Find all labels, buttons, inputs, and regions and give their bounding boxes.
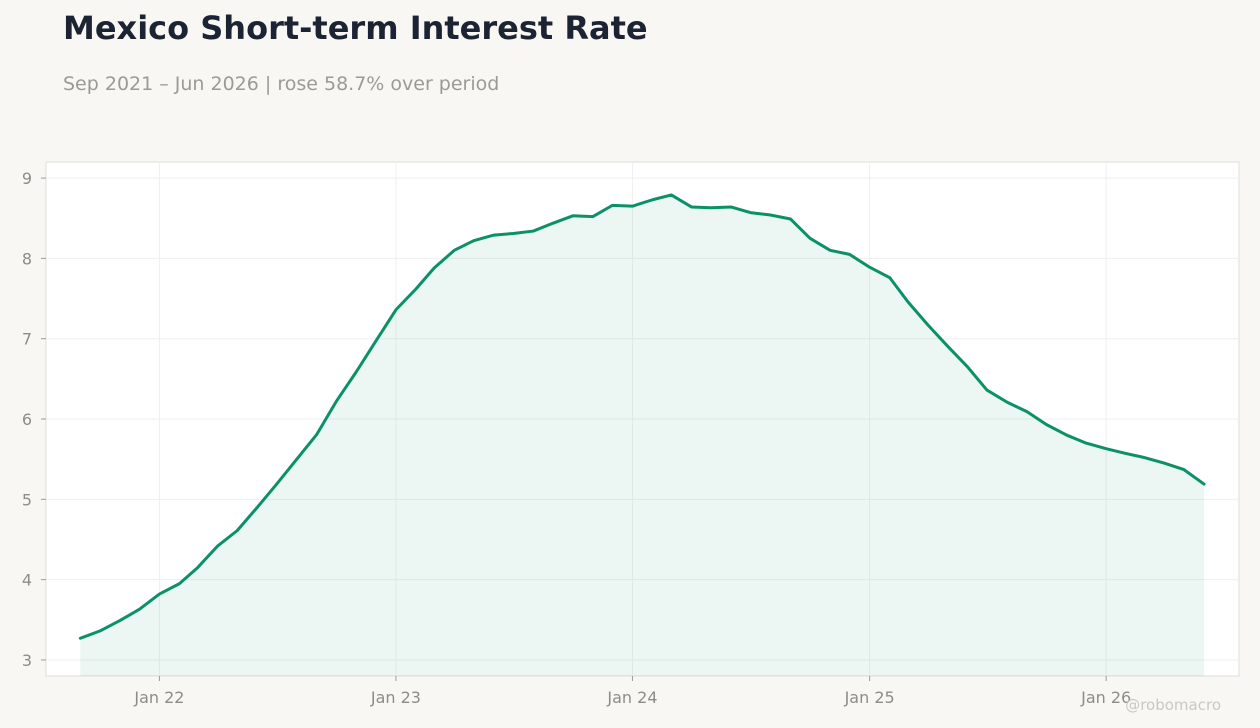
data-point <box>906 300 910 303</box>
x-axis-ticks: Jan 22 Jan 23 Jan 24 Jan 25 Jan 26 <box>133 676 1131 707</box>
data-point <box>1104 447 1108 450</box>
data-point <box>789 217 792 221</box>
y-tick-label: 5 <box>22 490 32 509</box>
data-point <box>1125 452 1128 455</box>
data-point <box>1182 468 1186 471</box>
data-point <box>611 204 614 207</box>
series-line <box>78 193 1206 640</box>
data-point <box>828 249 832 252</box>
watermark: @robomacro <box>1125 696 1221 714</box>
data-point <box>729 205 733 209</box>
data-point <box>1163 461 1166 465</box>
data-point <box>1202 482 1206 486</box>
data-point <box>98 629 101 633</box>
data-point <box>1025 410 1029 413</box>
data-point <box>1005 400 1009 404</box>
data-point <box>532 229 535 233</box>
chart-title: Mexico Short-term Interest Rate <box>63 9 648 47</box>
data-point <box>472 239 475 242</box>
y-tick-label: 6 <box>22 410 32 429</box>
data-point <box>749 211 752 214</box>
data-point <box>414 287 418 291</box>
data-point <box>355 370 358 373</box>
y-tick-label: 8 <box>22 249 32 268</box>
y-tick-label: 9 <box>22 169 32 188</box>
data-point <box>275 482 278 486</box>
data-point <box>374 339 378 343</box>
data-point <box>196 566 199 569</box>
data-point <box>966 365 969 368</box>
y-tick-label: 4 <box>22 571 32 590</box>
data-point <box>946 344 949 348</box>
data-point <box>926 323 930 327</box>
chart-subtitle: Sep 2021 – Jun 2026 | rose 58.7% over pe… <box>63 73 500 95</box>
x-tick-label: Jan 26 <box>1080 688 1131 707</box>
data-point <box>394 308 398 311</box>
data-point <box>670 193 673 197</box>
data-point <box>1045 423 1048 426</box>
data-point <box>888 276 891 279</box>
data-point <box>1084 441 1088 445</box>
data-point <box>158 592 161 596</box>
data-point <box>868 266 871 269</box>
data-point <box>769 213 772 217</box>
data-point <box>256 506 259 509</box>
data-point <box>985 388 989 392</box>
data-point <box>432 266 436 270</box>
data-point <box>453 249 456 252</box>
y-axis-ticks: 3 4 5 6 7 8 9 <box>22 169 46 670</box>
data-point <box>690 205 693 209</box>
y-tick-label: 7 <box>22 330 32 349</box>
y-tick-label: 3 <box>22 651 32 670</box>
data-point <box>335 400 338 403</box>
data-point <box>591 215 595 218</box>
data-point <box>178 582 181 585</box>
data-point <box>512 232 515 235</box>
series-area <box>80 194 1205 676</box>
data-point <box>651 198 654 201</box>
data-point <box>118 619 122 622</box>
data-point <box>1065 433 1068 437</box>
data-point <box>631 204 634 208</box>
x-tick-label: Jan 25 <box>844 688 895 707</box>
x-tick-label: Jan 24 <box>606 688 657 707</box>
data-point <box>808 237 812 240</box>
x-tick-label: Jan 23 <box>370 688 421 707</box>
data-point <box>216 544 219 548</box>
data-point <box>315 433 319 436</box>
data-point <box>492 233 495 237</box>
data-point <box>848 253 851 256</box>
data-point <box>138 608 141 611</box>
data-point <box>235 529 239 532</box>
data-point <box>571 214 575 218</box>
data-point <box>1143 456 1146 459</box>
x-tick-label: Jan 22 <box>133 688 184 707</box>
data-point <box>709 206 713 209</box>
data-point <box>295 457 298 461</box>
data-point <box>79 637 82 640</box>
data-point <box>552 221 555 225</box>
series-points <box>79 193 1206 640</box>
